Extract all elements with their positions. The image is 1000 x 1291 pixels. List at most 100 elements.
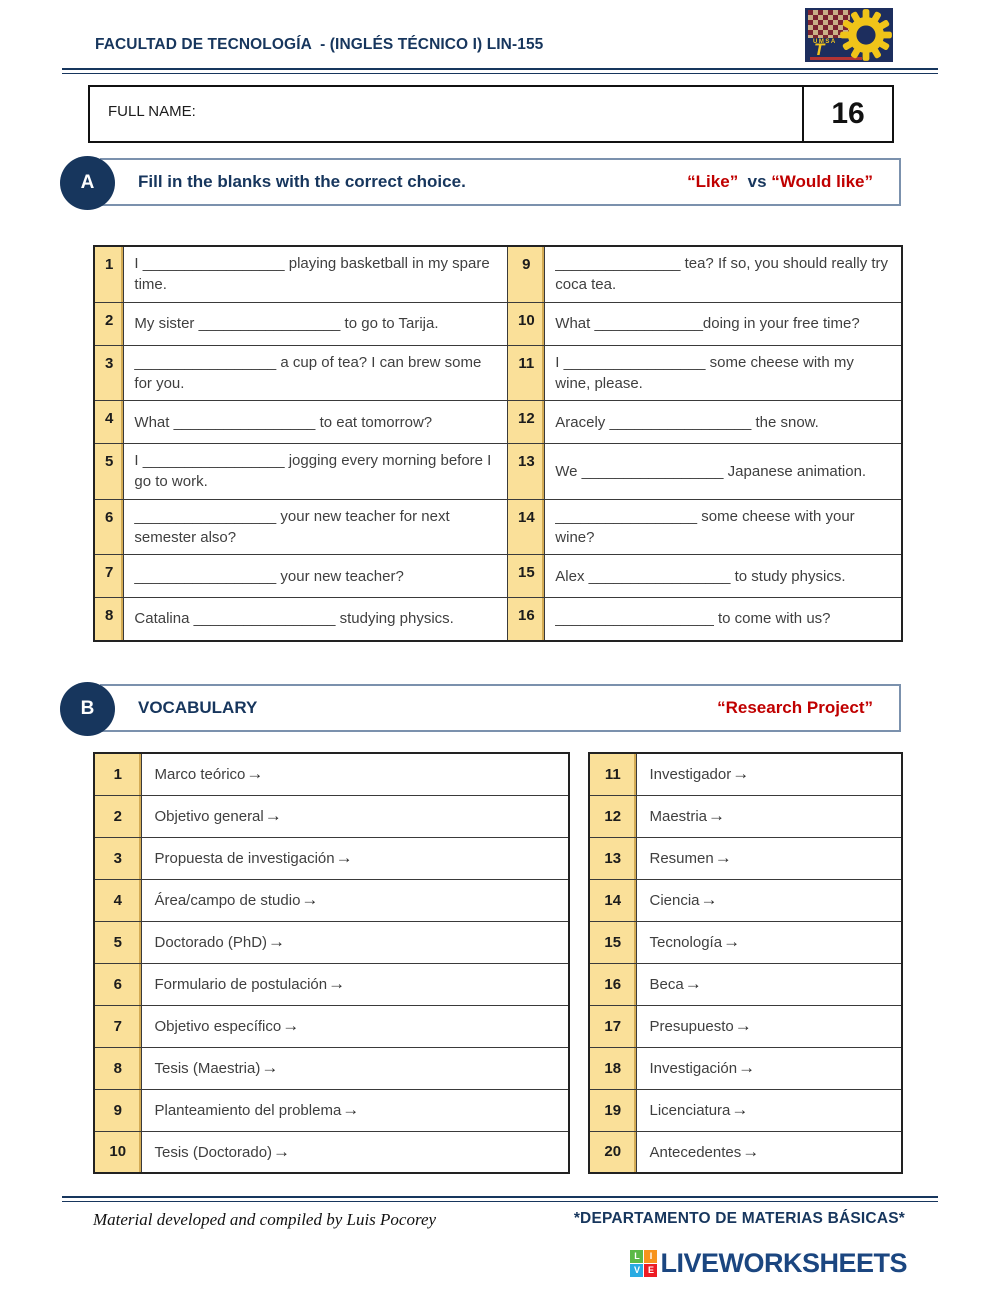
vocab-number: 8 [93,1046,142,1090]
logo-t-monogram: T [814,40,825,59]
vocab-number: 14 [588,878,637,922]
arrow-right-icon: → [734,1016,752,1035]
liveworksheets-logo[interactable]: L I V E LIVEWORKSHEETS [630,1248,907,1279]
item-number: 12 [507,400,546,445]
item-number: 7 [93,554,125,599]
vocab-term[interactable]: Propuesta de investigación→ [140,836,570,880]
arrow-right-icon: → [301,890,319,909]
sentence-blank[interactable]: What _____________doing in your free tim… [544,301,903,346]
vocab-number: 4 [93,878,142,922]
vocab-term-text: Marco teórico [154,766,246,784]
table-row: 4 What _________________ to eat tomorrow… [93,400,903,445]
full-name-field[interactable]: FULL NAME: [108,103,196,120]
logo-umsa-label: UMSA [813,39,837,45]
vocab-number: 11 [588,752,637,796]
sentence-blank[interactable]: _________________ your new teacher? [123,554,509,599]
table-row: 8 Catalina _________________ studying ph… [93,597,903,642]
section-b-badge: B [60,682,115,736]
vocab-term[interactable]: Resumen→ [635,836,903,880]
vocab-term[interactable]: Doctorado (PhD)→ [140,920,570,964]
vocab-term[interactable]: Investigador→ [635,752,903,796]
arrow-right-icon: → [732,764,750,784]
vocab-term[interactable]: Ciencia→ [635,878,903,922]
vocab-term[interactable]: Área/campo de studio→ [140,878,570,922]
list-item: 7 Objetivo específico→ [93,1004,570,1048]
item-number: 3 [93,344,125,402]
item-number: 8 [93,597,125,642]
table-row: 6 _________________ your new teacher for… [93,498,903,556]
vocab-term-text: Objetivo específico [154,1018,282,1035]
arrow-right-icon: → [708,806,726,825]
vocab-term[interactable]: Maestria→ [635,794,903,838]
vocab-term[interactable]: Tecnología→ [635,920,903,964]
vocab-term[interactable]: Objetivo específico→ [140,1004,570,1048]
sentence-blank[interactable]: _______________ tea? If so, you should r… [544,245,903,303]
vocab-term[interactable]: Tesis (Doctorado)→ [140,1130,570,1174]
vocab-term[interactable]: Marco teórico→ [140,752,570,796]
vocab-number: 5 [93,920,142,964]
list-item: 10 Tesis (Doctorado)→ [93,1130,570,1174]
tile-v: V [630,1264,644,1277]
list-item: 20 Antecedentes→ [588,1130,903,1174]
sentence-blank[interactable]: My sister _________________ to go to Tar… [123,301,509,346]
item-number: 2 [93,301,125,346]
vocab-term[interactable]: Objetivo general→ [140,794,570,838]
list-item: 3 Propuesta de investigación→ [93,836,570,880]
vocab-term-text: Tesis (Doctorado) [154,1143,273,1161]
section-b-header: VOCABULARY “Research Project” [100,684,901,732]
sentence-blank[interactable]: I _________________ jogging every mornin… [123,443,509,500]
table-row: 3 _________________ a cup of tea? I can … [93,344,903,402]
list-item: 15 Tecnología→ [588,920,903,964]
vocab-number: 15 [588,920,637,964]
liveworksheets-tiles-icon: L I V E [630,1250,658,1277]
arrow-right-icon: → [714,848,732,867]
arrow-right-icon: → [246,764,264,784]
sentence-blank[interactable]: _________________ some cheese with your … [544,498,903,556]
vocab-number: 9 [93,1088,142,1132]
vocab-number: 19 [588,1088,637,1132]
vocab-term-text: Propuesta de investigación [154,850,335,867]
quote-would-like: “Would like” [771,172,873,191]
arrow-right-icon: → [335,848,353,867]
sentence-blank[interactable]: Catalina _________________ studying phys… [123,597,509,642]
vocab-term[interactable]: Planteamiento del problema→ [140,1088,570,1132]
vocab-term[interactable]: Licenciatura→ [635,1088,903,1132]
author-credit: Material developed and compiled by Luis … [93,1210,437,1229]
vocab-term-text: Presupuesto [649,1018,734,1035]
vocab-term[interactable]: Presupuesto→ [635,1004,903,1048]
vocab-term[interactable]: Investigación→ [635,1046,903,1090]
sentence-blank[interactable]: I _________________ playing basketball i… [123,245,509,303]
item-number: 5 [93,443,125,500]
list-item: 5 Doctorado (PhD)→ [93,920,570,964]
vocab-number: 7 [93,1004,142,1048]
sentence-blank[interactable]: What _________________ to eat tomorrow? [123,400,509,445]
sentence-blank[interactable]: We _________________ Japanese animation. [544,443,903,500]
vocab-term[interactable]: Tesis (Maestria)→ [140,1046,570,1090]
vocab-term-text: Tesis (Maestria) [154,1060,261,1077]
arrow-right-icon: → [282,1016,300,1035]
list-item: 2 Objetivo general→ [93,794,570,838]
vocab-number: 20 [588,1130,637,1174]
sentence-blank[interactable]: ___________________ to come with us? [544,597,903,642]
sentence-blank[interactable]: I _________________ some cheese with my … [544,344,903,402]
vocab-term-text: Resumen [649,850,714,867]
vocab-term[interactable]: Antecedentes→ [635,1130,903,1174]
item-number: 4 [93,400,125,445]
vocab-term-text: Doctorado (PhD) [154,934,268,951]
arrow-right-icon: → [328,974,346,993]
fill-in-blanks-table: 1 I _________________ playing basketball… [93,245,903,642]
sentence-blank[interactable]: _________________ a cup of tea? I can br… [123,344,509,402]
sentence-blank[interactable]: Aracely _________________ the snow. [544,400,903,445]
vocab-term[interactable]: Beca→ [635,962,903,1006]
arrow-right-icon: → [342,1100,360,1119]
list-item: 16 Beca→ [588,962,903,1006]
list-item: 4 Área/campo de studio→ [93,878,570,922]
vocab-number: 12 [588,794,637,838]
arrow-right-icon: → [700,890,718,909]
vocab-term-text: Maestria [649,808,708,825]
sentence-blank[interactable]: _________________ your new teacher for n… [123,498,509,556]
vocab-term[interactable]: Formulario de postulación→ [140,962,570,1006]
vocab-number: 10 [93,1130,142,1174]
sentence-blank[interactable]: Alex _________________ to study physics. [544,554,903,599]
table-row: 1 I _________________ playing basketball… [93,245,903,303]
